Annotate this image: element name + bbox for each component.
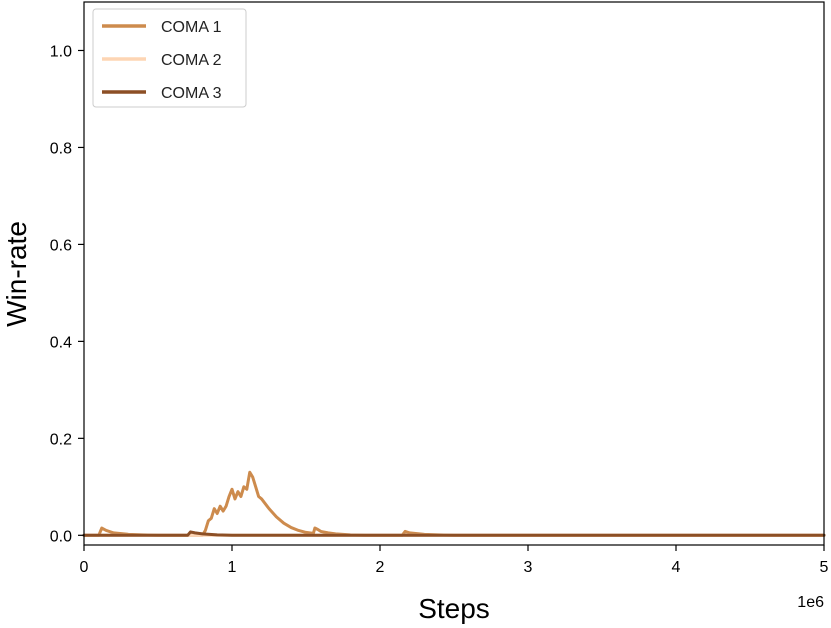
y-tick-label: 0.0 bbox=[50, 528, 72, 545]
x-tick-label: 5 bbox=[820, 559, 829, 576]
x-tick-label: 1 bbox=[228, 559, 237, 576]
legend-label: COMA 1 bbox=[161, 19, 222, 36]
legend-label: COMA 3 bbox=[161, 85, 222, 102]
x-tick-label: 4 bbox=[672, 559, 681, 576]
series-layer bbox=[82, 470, 826, 537]
ticks-layer: 0 1 2 3 4 5 0.0 0.2 0.4 0.6 0.8 1.0 bbox=[50, 43, 829, 576]
y-tick-label: 0.6 bbox=[50, 237, 72, 254]
x-offset-label: 1e6 bbox=[797, 594, 824, 611]
x-axis-title: Steps bbox=[418, 593, 490, 624]
x-tick-label: 2 bbox=[376, 559, 385, 576]
y-tick-label: 1.0 bbox=[50, 43, 72, 60]
legend-label: COMA 2 bbox=[161, 52, 222, 69]
x-tick-label: 3 bbox=[524, 559, 533, 576]
legend: COMA 1 COMA 2 COMA 3 bbox=[92, 8, 247, 108]
legend-box bbox=[92, 8, 247, 108]
plot-frame bbox=[83, 1, 825, 546]
x-tick-label: 0 bbox=[80, 559, 89, 576]
y-axis-title: Win-rate bbox=[1, 221, 32, 327]
y-tick-label: 0.4 bbox=[50, 334, 72, 351]
y-tick-label: 0.2 bbox=[50, 431, 72, 448]
y-tick-label: 0.8 bbox=[50, 140, 72, 157]
series-line-3 bbox=[82, 530, 826, 537]
